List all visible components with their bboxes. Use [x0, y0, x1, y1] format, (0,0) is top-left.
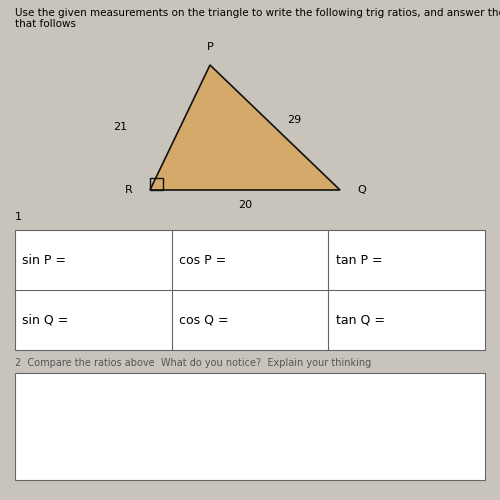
Text: Q: Q [358, 185, 366, 195]
Text: cos Q =: cos Q = [179, 314, 229, 326]
Bar [150, 178, 162, 190]
Text: 1: 1 [15, 212, 22, 222]
Text: 29: 29 [288, 115, 302, 125]
Polygon shape [150, 65, 340, 190]
Text: 21: 21 [114, 122, 128, 132]
Text: cos P =: cos P = [179, 254, 226, 266]
Text: 20: 20 [238, 200, 252, 210]
Text: sin P =: sin P = [22, 254, 66, 266]
Text: 2  Compare the ratios above  What do you notice?  Explain your thinking: 2 Compare the ratios above What do you n… [15, 358, 371, 368]
Text: Use the given measurements on the triangle to write the following trig ratios, a: Use the given measurements on the triang… [15, 8, 500, 29]
Bar [15, 372, 485, 480]
Text: tan Q =: tan Q = [336, 314, 385, 326]
Text: P: P [206, 42, 214, 52]
Text: tan P =: tan P = [336, 254, 382, 266]
Text: R: R [125, 185, 132, 195]
Bar [15, 230, 485, 350]
Text: sin Q =: sin Q = [22, 314, 69, 326]
